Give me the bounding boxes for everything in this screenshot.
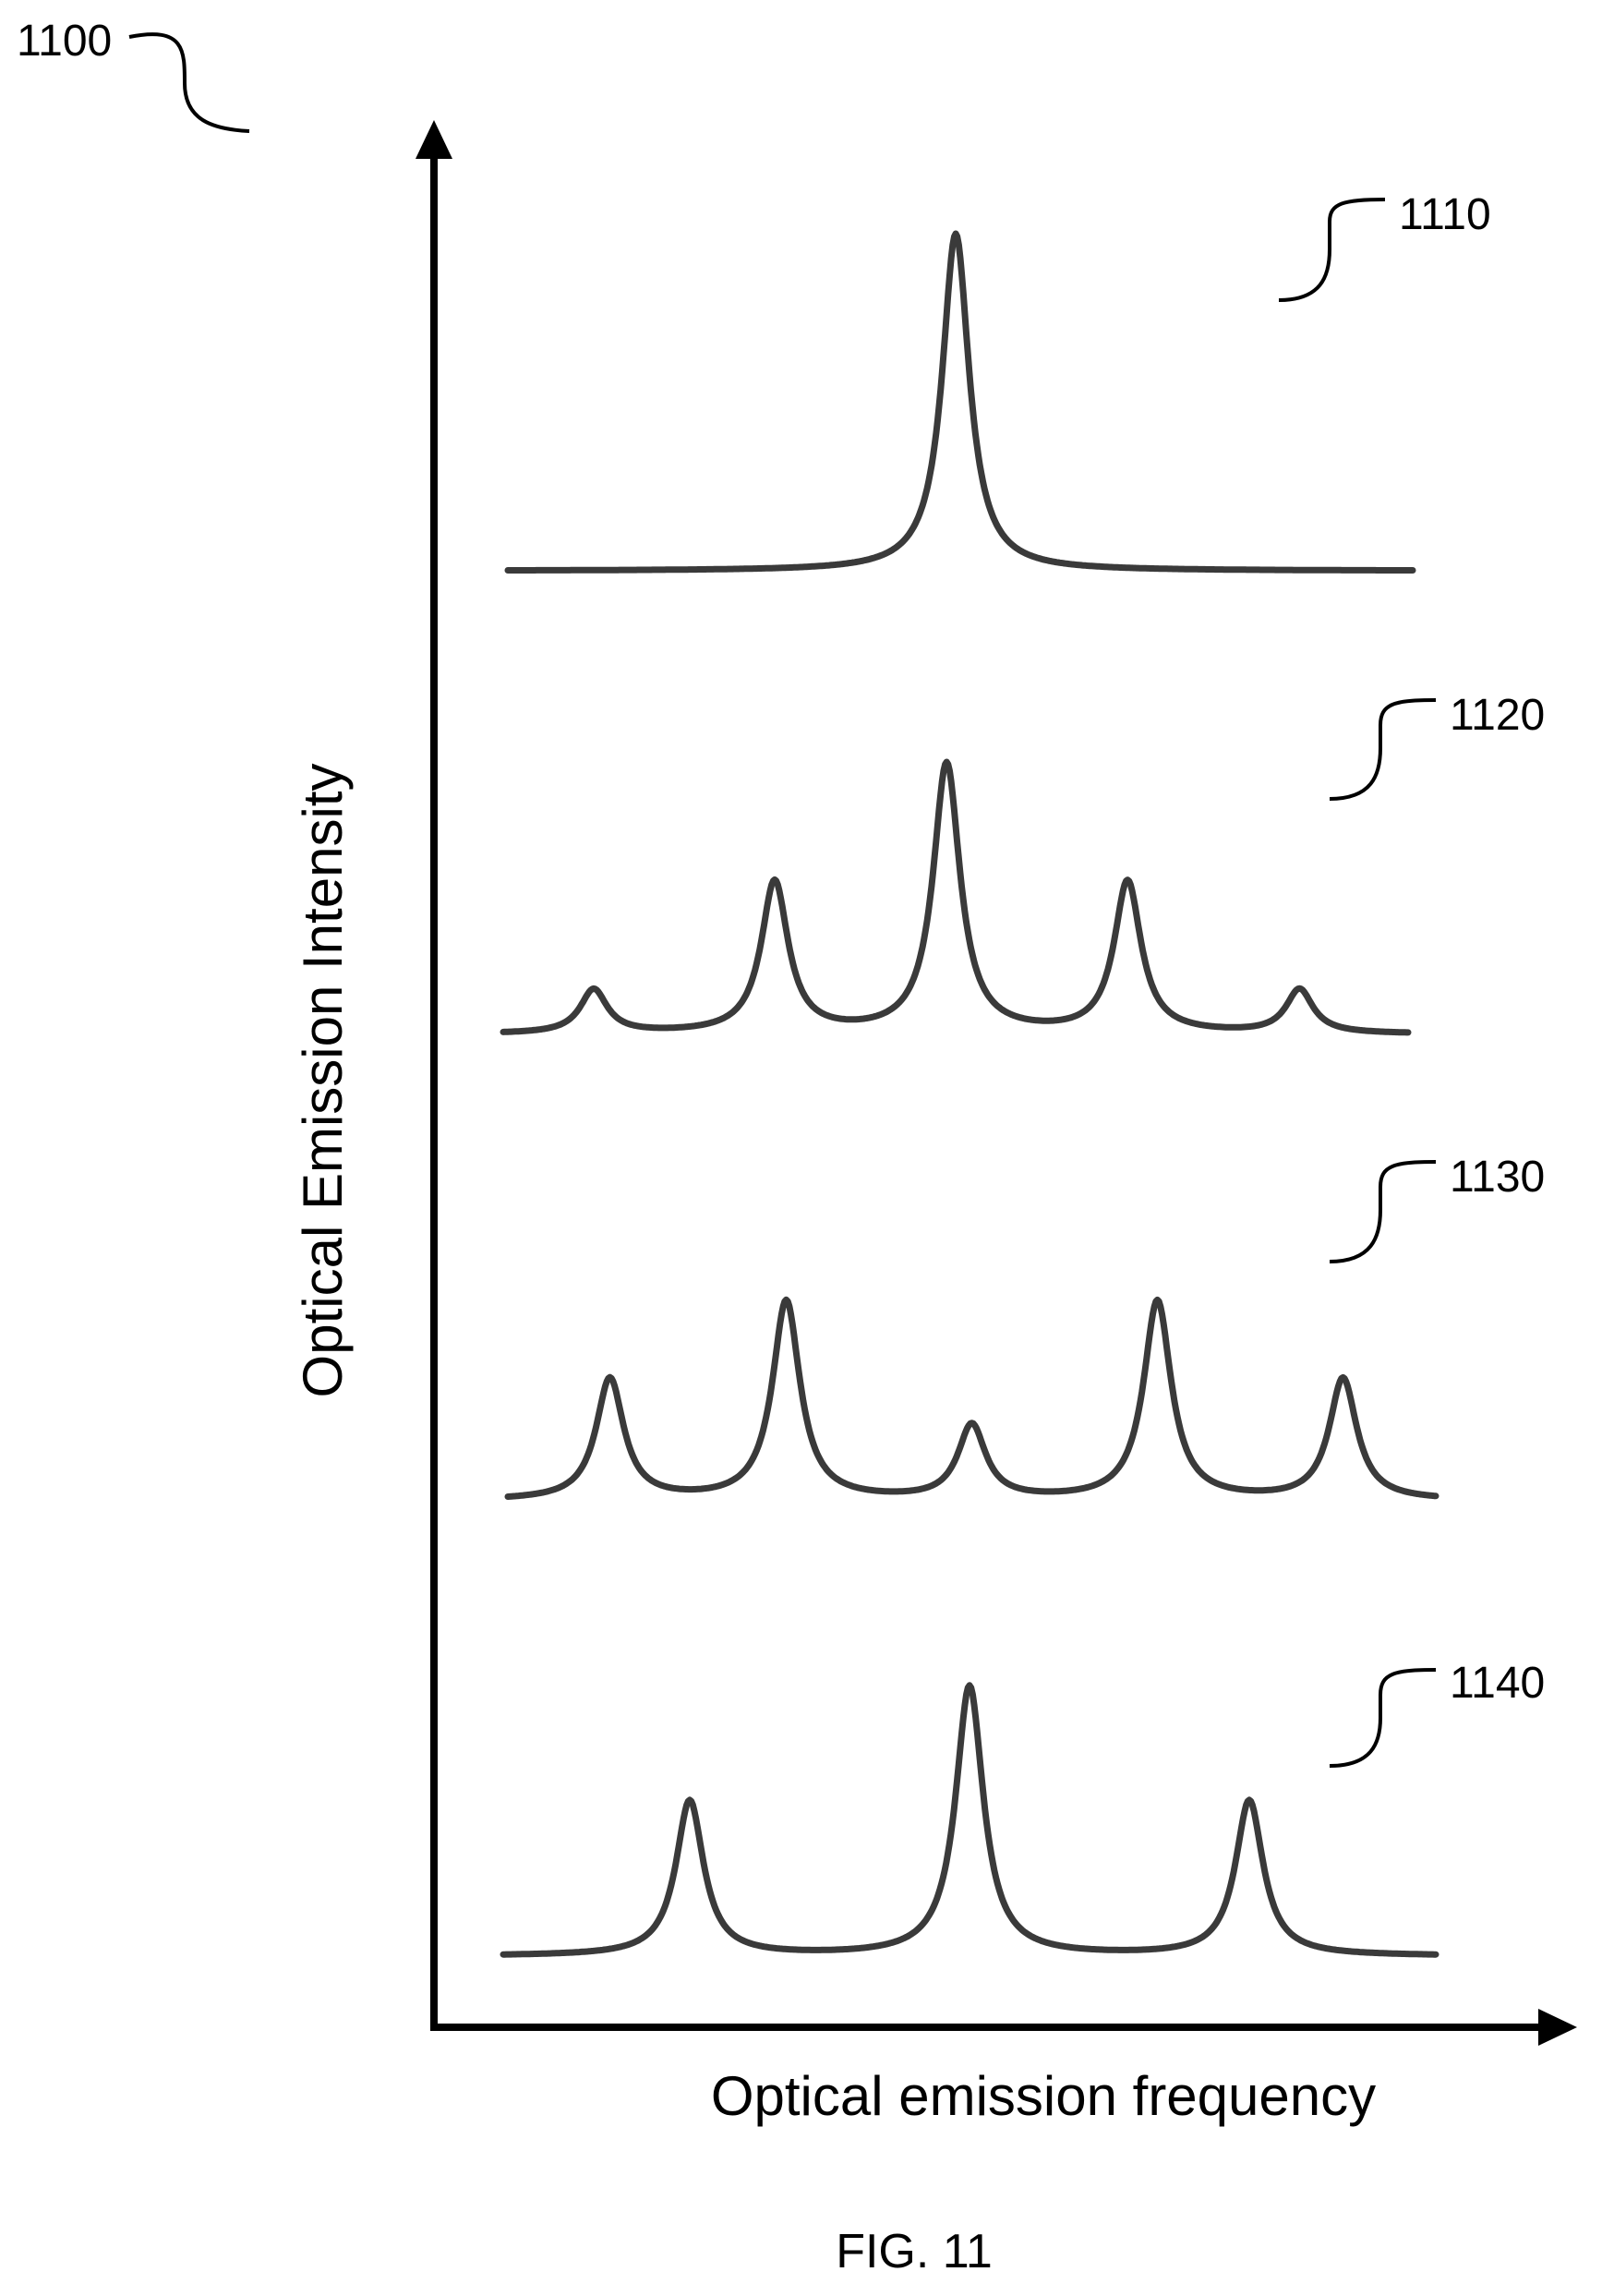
- x-axis-label: Optical emission frequency: [711, 2065, 1376, 2127]
- spectrum-1110: 1110: [504, 190, 1491, 574]
- figure-caption: FIG. 11: [836, 2225, 993, 2278]
- spectrum-1120: 1120: [500, 691, 1545, 1036]
- x-axis-arrowhead: [1538, 2009, 1577, 2046]
- spectrum-ref-lead-line: [1329, 698, 1437, 801]
- spectrum-ref-label: 1120: [1450, 691, 1545, 740]
- figure-ref-label: 1100: [17, 17, 112, 66]
- figure-ref-lead-line: [128, 32, 250, 133]
- spectrum-1130: 1130: [504, 1153, 1545, 1500]
- spectrum-ref-lead-line: [1278, 198, 1386, 302]
- spectrum-curve: [504, 1296, 1439, 1500]
- y-axis-arrowhead: [416, 120, 452, 159]
- spectrum-ref-label: 1130: [1450, 1153, 1545, 1202]
- spectrum-curve: [504, 230, 1416, 574]
- spectrum-ref-lead-line: [1329, 1160, 1437, 1263]
- spectrum-ref-label: 1110: [1399, 190, 1491, 239]
- spectrum-ref-label: 1140: [1450, 1659, 1545, 1708]
- spectrum-curve: [500, 1682, 1439, 1958]
- spectrum-ref-lead-line: [1329, 1668, 1437, 1768]
- y-axis-label: Optical Emission Intensity: [292, 764, 354, 1398]
- spectrum-curve: [500, 758, 1412, 1036]
- spectrum-1140: 1140: [500, 1659, 1545, 1958]
